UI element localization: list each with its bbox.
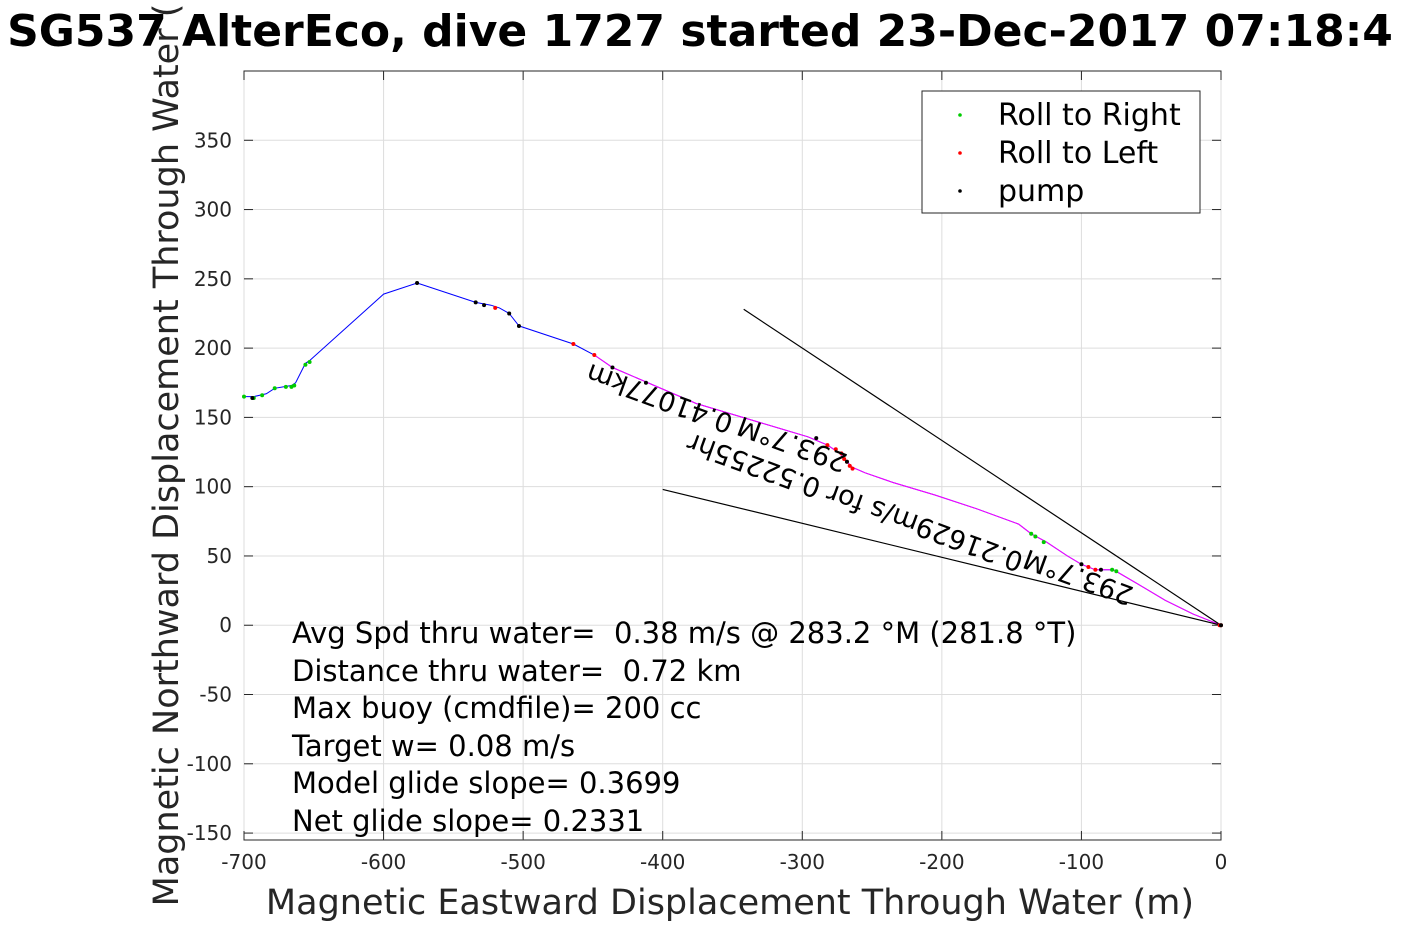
summary-line-avg-speed: Avg Spd thru water= 0.38 m/s @ 283.2 °M … — [292, 616, 1076, 650]
y-tick-label-10: 350 — [194, 128, 232, 152]
x-axis-ticks: -700 -600 -500 -400 -300 -200 -100 0 — [221, 71, 1227, 874]
point-roll-to-right-13 — [1114, 569, 1119, 574]
point-roll-to-right-3 — [272, 386, 277, 391]
x-tick-label-0: -700 — [221, 850, 266, 874]
point-roll-to-right-12 — [1110, 567, 1115, 572]
point-roll-to-right-4 — [283, 384, 288, 389]
legend: Roll to Right Roll to Left pump — [921, 90, 1201, 214]
legend-box — [921, 90, 1201, 214]
point-roll-to-left-11 — [1093, 567, 1098, 572]
legend-label-roll-left: Roll to Left — [998, 136, 1158, 171]
point-pump-7 — [643, 380, 648, 385]
point-roll-to-left-2 — [493, 305, 498, 310]
y-tick-label-0: -150 — [187, 821, 232, 845]
x-tick-label-5: -200 — [919, 850, 964, 874]
point-roll-to-right-7 — [303, 362, 308, 367]
point-roll-to-right-9 — [1029, 531, 1034, 536]
point-roll-to-left-5 — [839, 451, 844, 456]
summary-line-distance: Distance thru water= 0.72 km — [292, 654, 742, 688]
point-pump-5 — [516, 323, 521, 328]
y-tick-label-3: 0 — [219, 613, 232, 637]
y-tick-label-6: 150 — [194, 405, 232, 429]
grid — [243, 71, 1222, 840]
point-roll-to-left-9 — [850, 466, 855, 471]
point-roll-to-left-8 — [847, 463, 852, 468]
chart-title: SG537 AlterEco, dive 1727 started 23-Dec… — [7, 6, 1393, 57]
point-pump-3 — [482, 303, 487, 308]
point-roll-to-right-6 — [292, 383, 297, 388]
point-roll-to-left-0 — [571, 341, 576, 346]
summary-line-net-glide: Net glide slope= 0.2331 — [292, 804, 644, 838]
x-tick-label-3: -400 — [640, 850, 685, 874]
point-roll-to-right-2 — [260, 393, 265, 398]
point-roll-to-left-1 — [592, 353, 597, 358]
point-pump-10 — [1079, 562, 1084, 567]
x-tick-label-7: 0 — [1215, 850, 1228, 874]
y-tick-label-1: -100 — [187, 752, 232, 776]
y-tick-label-4: 50 — [207, 544, 232, 568]
point-pump-1 — [415, 280, 420, 285]
point-pump-6 — [610, 365, 615, 370]
series-layer — [242, 280, 1223, 628]
x-axis-label: Magnetic Eastward Displacement Through W… — [266, 883, 1194, 923]
x-tick-label-4: -300 — [780, 850, 825, 874]
point-roll-to-right-11 — [1041, 540, 1046, 545]
y-tick-label-7: 200 — [194, 336, 232, 360]
y-tick-label-8: 250 — [194, 267, 232, 291]
reference-line-3 — [662, 488, 1222, 626]
legend-label-pump: pump — [998, 174, 1084, 209]
y-tick-label-2: -50 — [199, 683, 232, 707]
point-roll-to-left-10 — [1086, 565, 1091, 570]
point-pump-2 — [473, 300, 478, 305]
legend-label-roll-right: Roll to Right — [998, 98, 1181, 133]
point-pump-12 — [1219, 623, 1223, 628]
legend-marker-roll-right — [958, 113, 962, 117]
point-pump-9 — [844, 459, 849, 464]
x-tick-label-1: -600 — [361, 850, 406, 874]
summary-line-max-buoy: Max buoy (cmdfile)= 200 cc — [292, 691, 701, 725]
summary-line-target-w: Target w= 0.08 m/s — [291, 729, 575, 763]
point-roll-to-left-6 — [842, 456, 847, 461]
point-pump-8 — [814, 436, 819, 441]
point-roll-to-right-0 — [242, 394, 246, 399]
point-roll-to-left-4 — [833, 447, 838, 452]
y-tick-label-9: 300 — [194, 198, 232, 222]
reference-line-2 — [743, 308, 1222, 626]
legend-marker-pump — [958, 189, 962, 193]
legend-marker-roll-left — [958, 151, 962, 155]
y-axis-ticks: -150 -100 -50 0 50 100 150 200 250 300 350 — [187, 128, 1221, 845]
point-roll-to-right-8 — [307, 359, 312, 364]
summary-text-block: Avg Spd thru water= 0.38 m/s @ 283.2 °M … — [291, 616, 1076, 838]
summary-line-model-glide: Model glide slope= 0.3699 — [292, 766, 680, 800]
point-pump-0 — [250, 395, 255, 400]
y-axis-label: Magnetic Northward Displacement Through … — [147, 4, 187, 907]
y-tick-label-5: 100 — [194, 475, 232, 499]
point-pump-4 — [507, 311, 512, 316]
point-roll-to-right-10 — [1033, 534, 1038, 539]
x-tick-label-6: -100 — [1059, 850, 1104, 874]
point-pump-11 — [1098, 567, 1103, 572]
x-tick-label-2: -500 — [500, 850, 545, 874]
point-roll-to-left-3 — [825, 443, 830, 448]
